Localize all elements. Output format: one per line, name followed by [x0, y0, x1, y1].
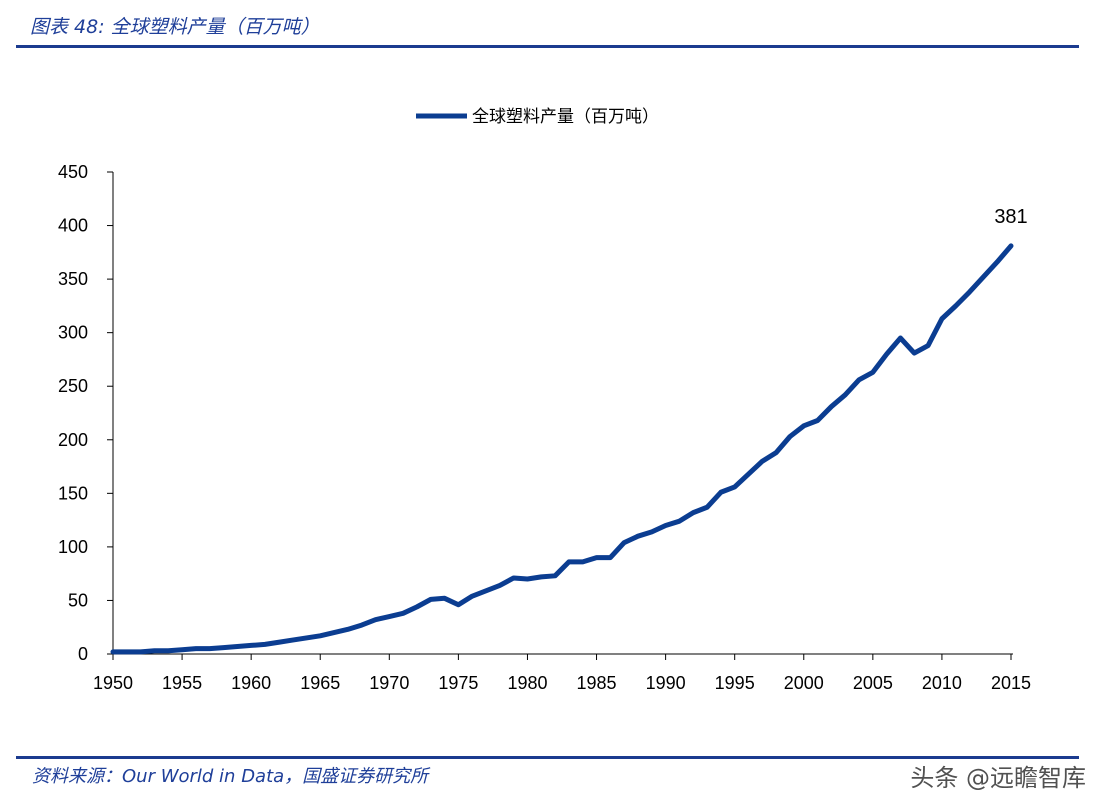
- source-note: 资料来源：Our World in Data，国盛证券研究所: [32, 766, 429, 787]
- y-tick-label: 400: [58, 216, 88, 236]
- x-tick-label: 1955: [162, 673, 202, 693]
- x-tick-label: 1965: [300, 673, 340, 693]
- y-tick-label: 0: [78, 644, 88, 664]
- x-tick-label: 2010: [922, 673, 962, 693]
- legend-label: 全球塑料产量（百万吨）: [472, 107, 659, 127]
- series-line: [110, 243, 1014, 655]
- y-tick-label: 150: [58, 483, 88, 503]
- data-points: [112, 245, 1012, 652]
- figure-title: 图表 48: 全球塑料产量（百万吨）: [30, 16, 320, 38]
- y-tick-label: 50: [68, 590, 88, 610]
- x-tick-label: 1975: [438, 673, 478, 693]
- y-tick-label: 450: [58, 162, 88, 182]
- x-tick-label: 1950: [93, 673, 133, 693]
- y-tick-label: 350: [58, 269, 88, 289]
- x-tick-label: 2005: [853, 673, 893, 693]
- x-tick-label: 1960: [231, 673, 271, 693]
- y-tick-label: 200: [58, 430, 88, 450]
- tick-labels: 0 50 100 150 200 250 300 350 400 450 1950 1955 1960 1…: [58, 162, 1031, 693]
- y-tick-label: 250: [58, 376, 88, 396]
- x-tick-label: 1970: [369, 673, 409, 693]
- y-tick-label: 300: [58, 323, 88, 343]
- legend: 全球塑料产量（百万吨）: [416, 107, 659, 127]
- y-tick-label: 100: [58, 537, 88, 557]
- x-tick-label: 1985: [577, 673, 617, 693]
- data-label: 381: [994, 206, 1027, 228]
- x-tick-label: 1990: [646, 673, 686, 693]
- axes: [107, 171, 1013, 660]
- annotations: 381: [994, 206, 1027, 228]
- x-tick-label: 1995: [715, 673, 755, 693]
- line-chart: 全球塑料产量（百万吨） 0 50 100 150 200 250 300 350 400 450 1…: [58, 107, 1031, 693]
- x-tick-label: 2015: [991, 673, 1031, 693]
- header-divider: [16, 45, 1079, 48]
- x-tick-label: 1980: [507, 673, 547, 693]
- x-tick-label: 2000: [784, 673, 824, 693]
- footer-divider: [16, 756, 1079, 759]
- watermark: 头条 @远瞻智库: [910, 764, 1086, 792]
